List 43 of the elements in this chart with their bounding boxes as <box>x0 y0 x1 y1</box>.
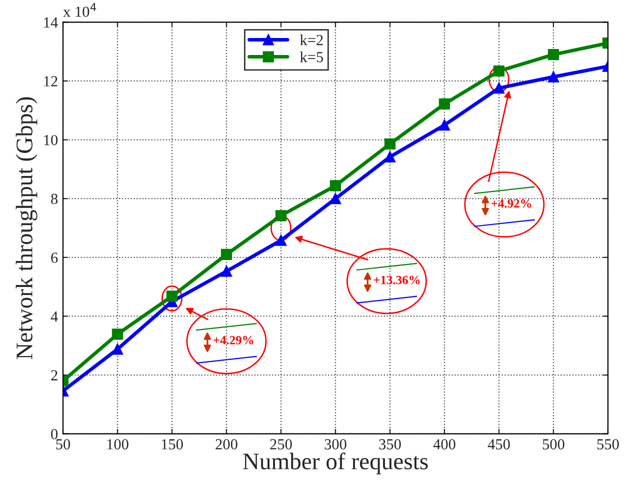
legend-label: k=2 <box>300 34 323 46</box>
point <box>548 71 560 82</box>
point <box>220 266 232 277</box>
point <box>493 82 505 94</box>
x-tick-label: 50 <box>56 439 70 450</box>
y-tick-label: 2 <box>51 370 58 380</box>
y-tick-label: 6 <box>51 252 58 263</box>
x-tick-label: 250 <box>270 439 292 450</box>
point <box>330 180 342 192</box>
y-tick-label: 12 <box>44 76 58 86</box>
annotation: +4.29% <box>214 336 254 344</box>
point <box>438 120 450 131</box>
point <box>438 98 450 110</box>
point <box>384 138 396 150</box>
point <box>493 65 505 77</box>
annotation: +4.92% <box>491 199 532 208</box>
y-tick-label: 14 <box>44 17 58 28</box>
annotation: +13.36% <box>374 276 420 284</box>
y-tick-label: 0 <box>51 428 58 440</box>
y-axis-title: Network throughput (Gbps) <box>16 97 38 360</box>
point <box>384 151 396 162</box>
x-tick-label: 200 <box>216 439 238 450</box>
point <box>275 234 287 246</box>
y-tick-label: 10 <box>44 134 58 146</box>
point <box>330 193 342 204</box>
x-tick-label: 300 <box>324 439 346 450</box>
point <box>112 328 124 340</box>
x-tick-label: 350 <box>379 439 401 450</box>
x-axis-title: Number of requests <box>243 452 428 474</box>
x-tick-label: 150 <box>162 439 183 450</box>
y-tick-label: 8 <box>51 194 58 204</box>
x-tick-label: 450 <box>488 439 510 450</box>
legend-label: k=5 <box>300 52 323 62</box>
point <box>220 248 232 260</box>
x-tick-label: 100 <box>107 439 128 450</box>
x-tick-label: 500 <box>542 439 564 450</box>
x-tick-label: 400 <box>433 439 456 450</box>
text: x 10$^{4}$ <box>63 3 96 17</box>
x-tick-label: 550 <box>597 439 619 450</box>
point <box>112 344 124 355</box>
point <box>275 210 287 222</box>
y-tick-label: 4 <box>50 311 58 322</box>
point <box>548 48 560 60</box>
